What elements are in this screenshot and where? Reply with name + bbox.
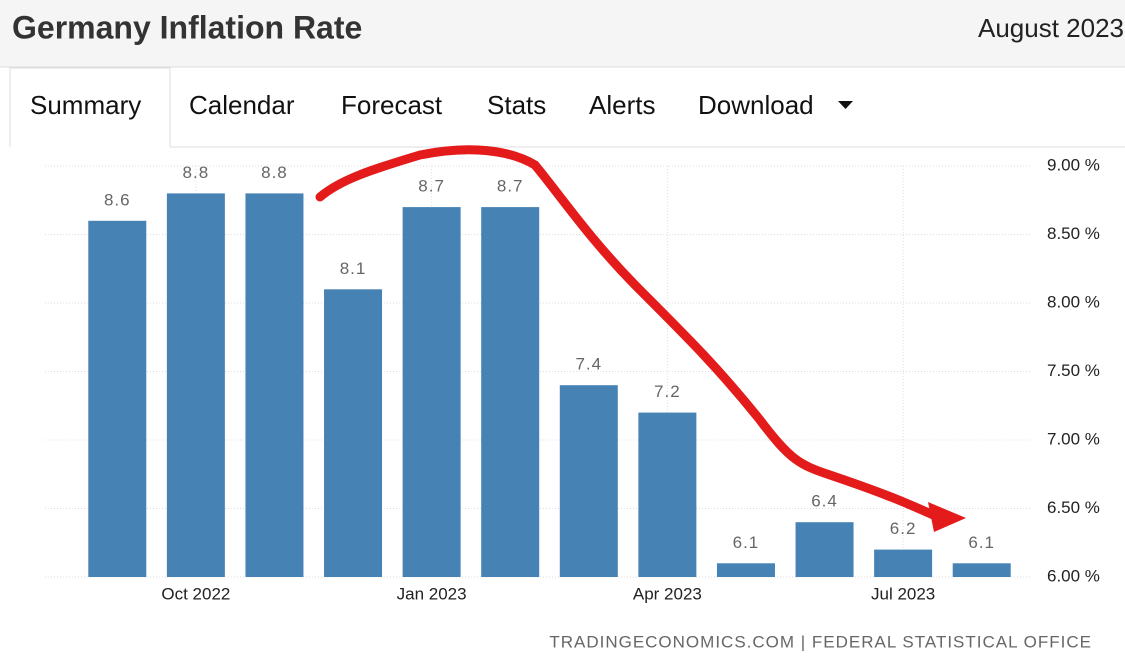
value-label: 6.4 (811, 492, 838, 511)
bar (952, 563, 1011, 577)
value-label: 8.8 (183, 163, 210, 182)
page-title: Germany Inflation Rate (12, 9, 362, 45)
y-tick-label: 6.00 % (1047, 566, 1100, 585)
tab[interactable]: Stats (487, 90, 546, 120)
bar (559, 385, 618, 577)
tab[interactable]: Download (698, 90, 814, 120)
bar (716, 563, 775, 577)
chart: 6.00 % 6.50 % 7.00 % 7.50 % 8.00 % 8.50 % 9.00… (45, 155, 1100, 603)
y-tick-label: 7.00 % (1047, 429, 1100, 448)
value-label: 6.2 (890, 519, 917, 538)
value-label: 8.7 (418, 177, 445, 196)
bar (166, 193, 225, 577)
bar (638, 412, 697, 577)
bar (402, 207, 461, 577)
y-tick-label: 8.00 % (1047, 292, 1100, 311)
y-tick-label: 8.50 % (1047, 224, 1100, 243)
tab[interactable]: Calendar (189, 90, 295, 120)
bar (88, 220, 147, 578)
value-label: 8.1 (340, 259, 367, 278)
value-label: 7.4 (575, 355, 602, 374)
tab[interactable]: Summary (30, 90, 141, 120)
bar (481, 207, 540, 577)
value-label: 8.8 (261, 163, 288, 182)
value-label: 7.2 (654, 382, 681, 401)
bar (245, 193, 304, 577)
tab-bar (0, 68, 1125, 147)
bar (324, 289, 383, 577)
dropdown-caret (838, 101, 853, 109)
x-tick-label: Oct 2022 (161, 584, 230, 603)
value-label: 6.1 (968, 533, 995, 552)
bar (795, 522, 854, 577)
bar (874, 549, 933, 577)
arrow-head (928, 502, 966, 532)
value-label: 8.6 (104, 190, 131, 209)
date-label: August 2023 (978, 13, 1124, 43)
annotation-arrow (315, 145, 966, 532)
y-tick-label: 9.00 % (1047, 155, 1100, 174)
source-note: TRADINGECONOMICS.COM | FEDERAL STATISTIC… (549, 632, 1092, 651)
x-tick-label: Jul 2023 (871, 584, 935, 603)
active-tab (9, 67, 171, 147)
x-tick-label: Jan 2023 (397, 584, 467, 603)
header-bar (0, 0, 1125, 67)
value-label: 8.7 (497, 177, 524, 196)
arrow-stroke (315, 145, 945, 523)
y-tick-label: 7.50 % (1047, 361, 1100, 380)
tab[interactable]: Forecast (341, 90, 443, 120)
x-tick-label: Apr 2023 (633, 584, 702, 603)
value-label: 6.1 (733, 533, 760, 552)
y-tick-label: 6.50 % (1047, 498, 1100, 517)
tab[interactable]: Alerts (589, 90, 655, 120)
